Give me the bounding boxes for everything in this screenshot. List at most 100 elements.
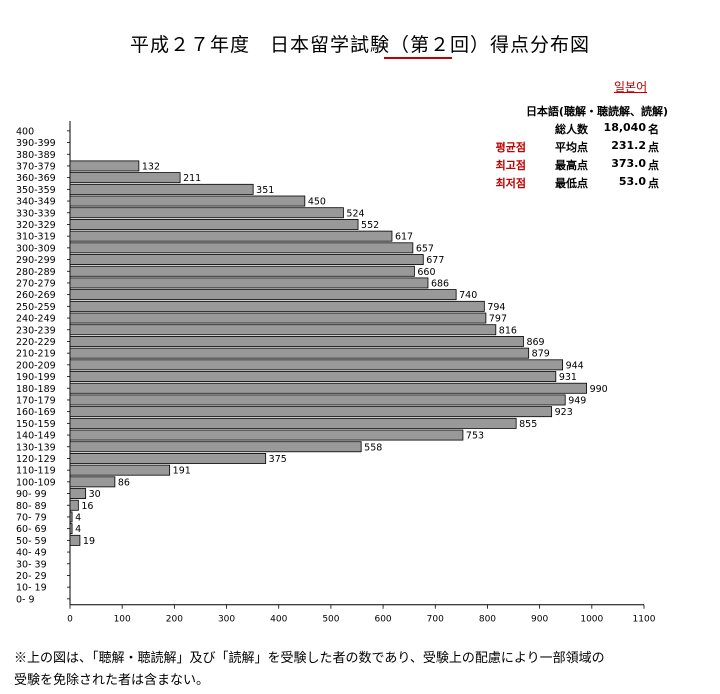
category-label: 230-239: [16, 325, 56, 336]
category-label: 250-259: [16, 302, 56, 313]
data-label: 753: [466, 431, 484, 442]
category-label: 120-129: [16, 454, 56, 465]
data-label: 816: [499, 325, 517, 336]
bar: [69, 371, 557, 383]
category-label: 390-399: [16, 138, 56, 149]
x-tick-label: 600: [374, 615, 391, 625]
x-tick-label: 300: [218, 615, 235, 625]
x-tick-label: 1100: [633, 615, 656, 625]
category-label: 100-109: [16, 477, 56, 488]
data-label: 740: [459, 290, 477, 301]
data-label: 351: [256, 185, 274, 196]
category-label: 370-379: [16, 161, 56, 172]
category-label: 310-319: [16, 232, 56, 243]
bar: [69, 254, 424, 266]
data-label: 686: [431, 278, 449, 289]
data-label: 855: [519, 419, 537, 430]
stats-row-min: 최저점 最低点 53.0 点: [0, 175, 720, 193]
data-label: 19: [83, 536, 95, 547]
category-label: 0- 9: [16, 594, 35, 605]
stats-value: 53.0: [618, 175, 646, 188]
category-label: 360-369: [16, 173, 56, 184]
stats-unit: 点: [648, 141, 659, 154]
bar: [69, 218, 359, 230]
data-label: 617: [395, 232, 413, 243]
category-label: 220-229: [16, 337, 56, 348]
data-label: 4: [75, 524, 81, 535]
bar: [69, 183, 254, 195]
stats-row-average: 평균점 平均点 231.2 点: [0, 139, 720, 157]
data-label: 949: [568, 395, 586, 406]
category-label: 300-309: [16, 243, 56, 254]
stats-value: 231.2: [611, 139, 646, 152]
bar: [69, 534, 81, 546]
category-label: 10- 19: [16, 583, 47, 594]
korean-language-link[interactable]: 일본어: [614, 80, 648, 94]
category-label: 60- 69: [16, 524, 47, 535]
data-label: 869: [526, 337, 544, 348]
x-tick-label: 100: [114, 615, 131, 625]
bar: [69, 523, 73, 535]
stats-korean-label: 최고점: [495, 159, 526, 172]
bar: [69, 160, 140, 172]
bar: [69, 277, 429, 289]
bar: [69, 230, 393, 242]
bar: [69, 476, 116, 488]
category-label: 200-209: [16, 360, 56, 371]
bar: [69, 172, 181, 184]
category-label: 80- 89: [16, 501, 47, 512]
footnote-line-1: ※上の図は、「聴解・聴読解」及び「読解」を受験した者の数であり、受験上の配慮によ…: [14, 651, 605, 666]
bar: [69, 464, 171, 476]
category-label: 140-149: [16, 431, 56, 442]
category-label: 260-269: [16, 290, 56, 301]
category-label: 280-289: [16, 267, 56, 278]
stats-value: 373.0: [611, 157, 646, 170]
bar: [69, 347, 530, 359]
data-label: 657: [416, 243, 434, 254]
x-tick-label: 800: [479, 615, 496, 625]
data-label: 931: [559, 372, 577, 383]
bar: [69, 324, 497, 336]
bar: [69, 242, 414, 254]
data-label: 677: [426, 255, 444, 266]
bar: [69, 429, 464, 441]
data-label: 30: [89, 489, 101, 500]
x-tick-label: 0: [67, 615, 73, 625]
stats-label: 最高点: [555, 159, 588, 172]
x-tick-label: 900: [531, 615, 548, 625]
bar: [69, 265, 415, 277]
category-label: 170-179: [16, 395, 56, 406]
data-label: 211: [183, 173, 201, 184]
category-label: 320-329: [16, 220, 56, 231]
data-label: 191: [173, 466, 191, 477]
data-label: 4: [75, 512, 81, 523]
category-label: 90- 99: [16, 489, 47, 500]
category-label: 180-189: [16, 384, 56, 395]
data-label: 375: [269, 454, 287, 465]
stats-unit: 点: [648, 159, 659, 172]
stats-korean-label: 최저점: [495, 177, 526, 190]
x-tick-label: 1000: [580, 615, 603, 625]
stats-label: 総人数: [555, 123, 588, 136]
x-tick-label: 500: [322, 615, 339, 625]
bar: [69, 289, 457, 301]
bar: [69, 511, 73, 523]
bar: [69, 359, 563, 371]
stats-row-max: 최고점 最高点 373.0 点: [0, 157, 720, 175]
data-label: 450: [308, 197, 326, 208]
bar: [69, 312, 487, 324]
bar: [69, 488, 87, 500]
stats-unit: 名: [648, 123, 659, 136]
stats-korean-label: 평균점: [495, 141, 526, 154]
data-label: 558: [364, 442, 382, 453]
page-title: 平成２７年度 日本留学試験（第２回）得点分布図: [129, 34, 590, 56]
title-underline: [384, 57, 452, 59]
category-label: 240-249: [16, 314, 56, 325]
stats-label: 平均点: [555, 141, 588, 154]
bar: [69, 207, 344, 219]
category-label: 40- 49: [16, 548, 47, 559]
data-label: 990: [590, 384, 608, 395]
category-label: 380-389: [16, 150, 56, 161]
footnote-line-2: 受験を免除された者は含まない。: [14, 673, 210, 688]
bar: [69, 335, 524, 347]
